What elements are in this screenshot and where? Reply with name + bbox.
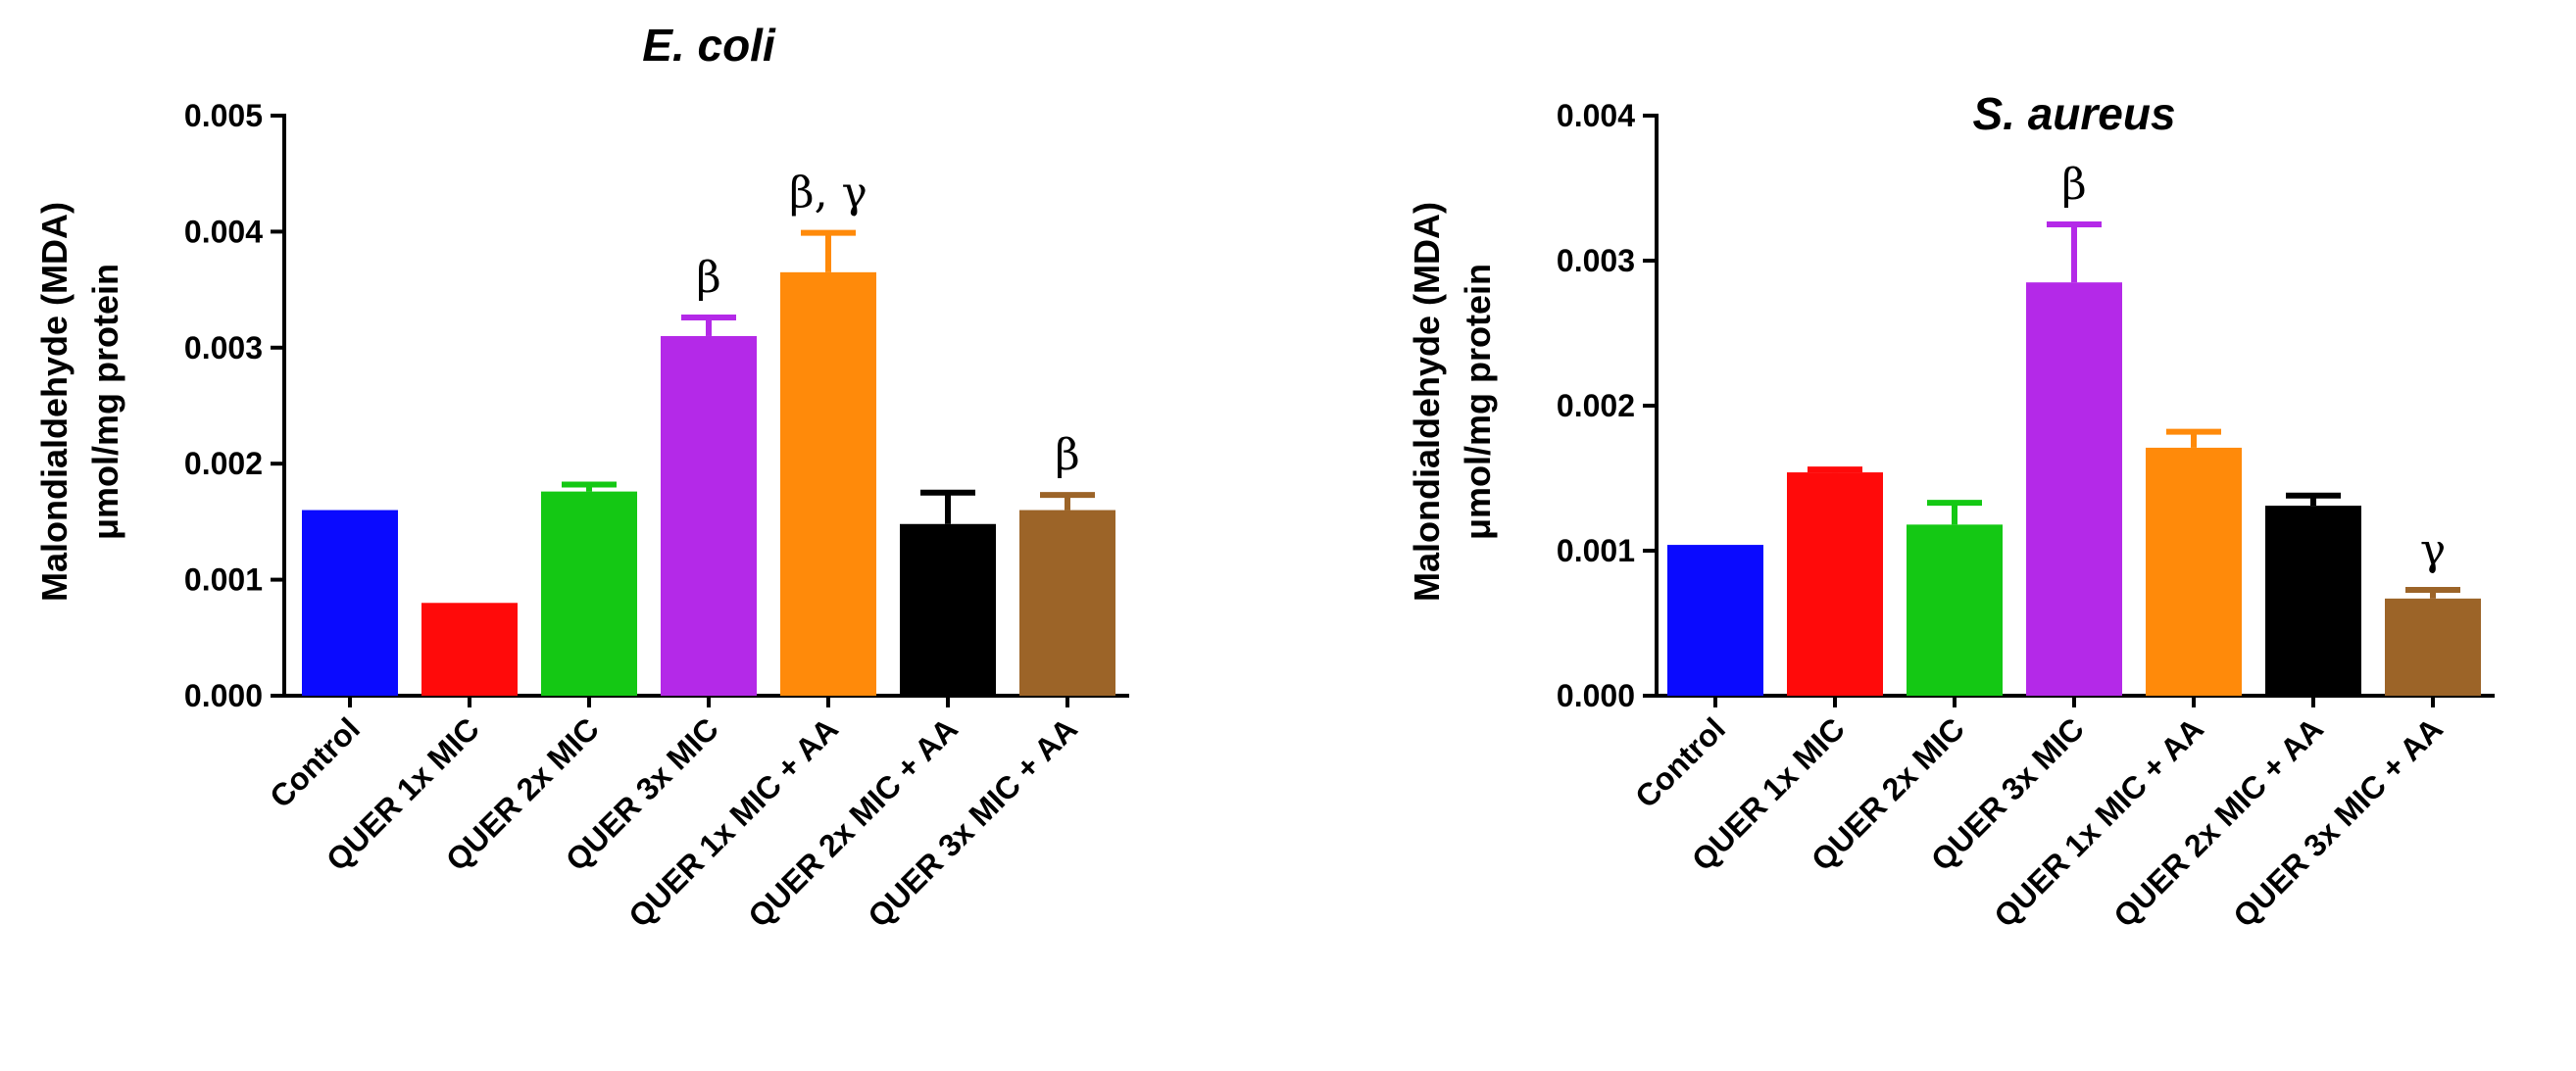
chart-saureus: S. aureus Malondialdehyde (MDA) μmol/mg pr… (1407, 88, 2495, 934)
chart-ecoli: E. coli Malondialdehyde (MDA) μmol/mg prot… (34, 20, 1129, 934)
bar (2146, 447, 2242, 696)
bar (2385, 598, 2481, 696)
bar (541, 491, 637, 696)
x-tick-label: QUER 3x MIC + AA (2226, 710, 2450, 934)
y-tick-label: 0.002 (184, 446, 263, 481)
bar (780, 271, 876, 696)
y-tick-label: 0.001 (1557, 533, 1635, 568)
significance-label: γ (2420, 525, 2446, 575)
x-tick-label: Control (263, 710, 367, 814)
bar (1907, 524, 2003, 696)
y-axis-label: Malondialdehyde (MDA) (34, 202, 74, 602)
y-tick-label: 0.003 (184, 330, 263, 365)
y-tick-label: 0.005 (184, 98, 263, 133)
bar (1019, 510, 1115, 696)
bar (2265, 506, 2361, 696)
y-tick-label: 0.000 (184, 678, 263, 713)
chart-title: S. aureus (1972, 88, 2175, 139)
bar (2026, 282, 2122, 696)
bar (421, 603, 518, 696)
y-axis-unit-label: μmol/mg protein (85, 264, 125, 540)
significance-label: β (696, 253, 720, 303)
bar (1787, 472, 1883, 696)
y-tick-label: 0.002 (1557, 388, 1635, 423)
bar (661, 335, 757, 696)
y-tick-label: 0.003 (1557, 243, 1635, 278)
significance-label: β, γ (789, 169, 867, 219)
x-tick-label: Control (1628, 710, 1732, 814)
bar (1667, 545, 1763, 696)
y-axis-label: Malondialdehyde (MDA) (1407, 202, 1447, 602)
x-tick-label: QUER 2x MIC + AA (741, 710, 965, 934)
y-tick-label: 0.000 (1557, 678, 1635, 713)
y-axis-unit-label: μmol/mg protein (1458, 264, 1498, 540)
x-tick-label: QUER 1x MIC + AA (1987, 710, 2210, 934)
bar (900, 523, 996, 696)
x-tick-label: QUER 2x MIC + AA (2106, 710, 2330, 934)
significance-label: β (2061, 160, 2086, 210)
x-tick-label: QUER 3x MIC + AA (861, 710, 1084, 934)
significance-label: β (1055, 430, 1079, 480)
chart-title: E. coli (642, 20, 776, 71)
y-tick-label: 0.001 (184, 562, 263, 598)
bar (302, 510, 398, 696)
y-tick-label: 0.004 (1557, 98, 1635, 133)
y-tick-label: 0.004 (184, 214, 263, 249)
x-tick-label: QUER 1x MIC + AA (621, 710, 845, 934)
